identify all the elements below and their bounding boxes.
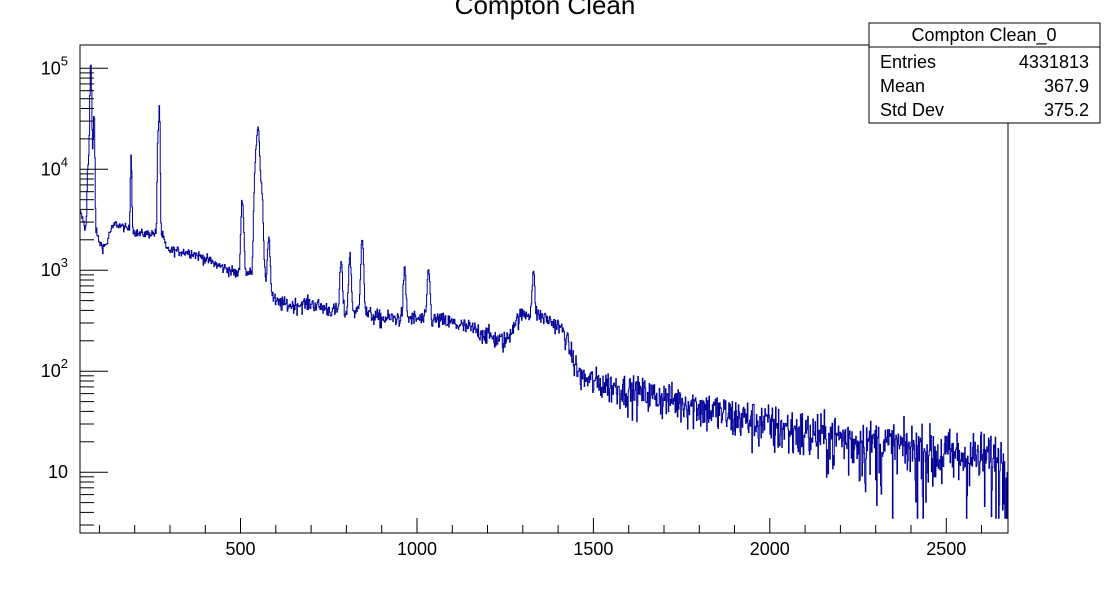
plot-frame — [79, 44, 1009, 534]
chart-title: Compton Clean — [455, 0, 636, 20]
stats-label-entries: Entries — [880, 52, 936, 72]
x-tick-label: 2500 — [926, 539, 966, 559]
y-tick-label: 102 — [41, 356, 68, 381]
x-tick-label: 500 — [225, 539, 255, 559]
spectrum-line — [80, 64, 1009, 519]
y-tick-label: 10 — [48, 462, 68, 482]
stats-box-title: Compton Clean_0 — [911, 25, 1056, 46]
stats-label-mean: Mean — [880, 76, 925, 96]
spectrum-group — [80, 64, 1009, 519]
stats-value-entries: 4331813 — [1019, 52, 1089, 72]
x-axis: 500 1000 1500 2000 2500 — [98, 518, 982, 559]
x-tick-label: 1000 — [397, 539, 437, 559]
y-tick-label: 104 — [41, 154, 68, 179]
stats-value-mean: 367.9 — [1044, 76, 1089, 96]
stats-label-stddev: Std Dev — [880, 100, 944, 120]
plot-area: 500 1000 1500 2000 2500 10 102 103 104 105 — [41, 44, 1009, 559]
stats-value-stddev: 375.2 — [1044, 100, 1089, 120]
stats-box-frame — [868, 22, 1101, 124]
y-axis: 10 102 103 104 105 — [41, 53, 108, 526]
stats-box: Compton Clean_0 Entries 4331813 Mean 367… — [868, 22, 1101, 124]
y-tick-label: 105 — [41, 53, 68, 78]
y-tick-label: 103 — [41, 255, 68, 280]
x-tick-label: 2000 — [750, 539, 790, 559]
x-tick-label: 1500 — [573, 539, 613, 559]
